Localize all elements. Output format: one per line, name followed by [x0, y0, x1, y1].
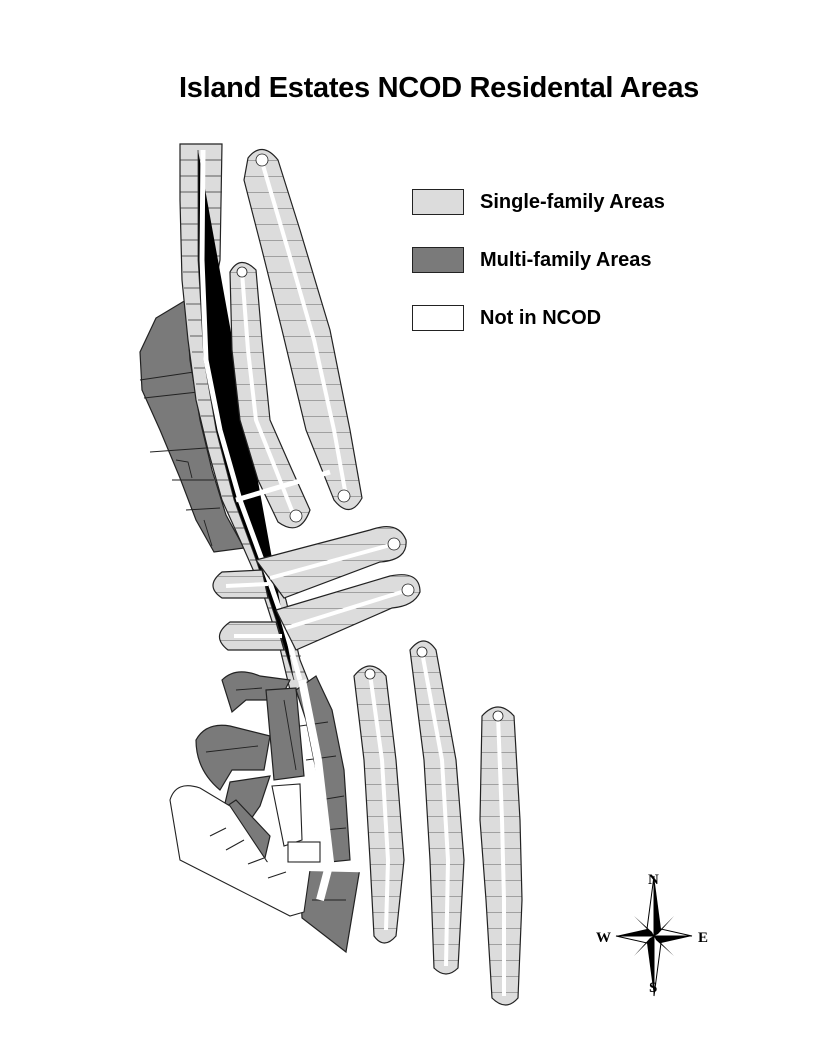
- single-family-finger-1: [243, 148, 363, 511]
- legend-label-not-in-ncod: Not in NCOD: [480, 307, 602, 329]
- not-in-ncod-swatch: [412, 305, 464, 331]
- compass-west: W: [596, 930, 611, 946]
- legend-item-single-family: Single-family Areas: [412, 186, 732, 218]
- single-family-southeast-fingers: [353, 640, 523, 1006]
- single-family-swatch: [412, 189, 464, 215]
- legend-item-not-in-ncod: Not in NCOD: [412, 302, 732, 334]
- not-in-ncod-parcels: [169, 783, 321, 917]
- compass-south: S: [649, 980, 657, 996]
- single-family-cross-fingers: [212, 526, 421, 651]
- multi-family-swatch: [412, 247, 464, 273]
- compass-north: N: [648, 872, 659, 888]
- compass-rose-icon: N S E W: [596, 872, 708, 997]
- compass-east: E: [698, 930, 708, 946]
- map-title: Island Estates NCOD Residental Areas: [179, 72, 699, 104]
- legend-label-multi-family: Multi-family Areas: [480, 249, 652, 271]
- multi-family-west-band: [139, 298, 245, 553]
- legend-label-single-family: Single-family Areas: [480, 191, 665, 213]
- legend-item-multi-family: Multi-family Areas: [412, 244, 732, 276]
